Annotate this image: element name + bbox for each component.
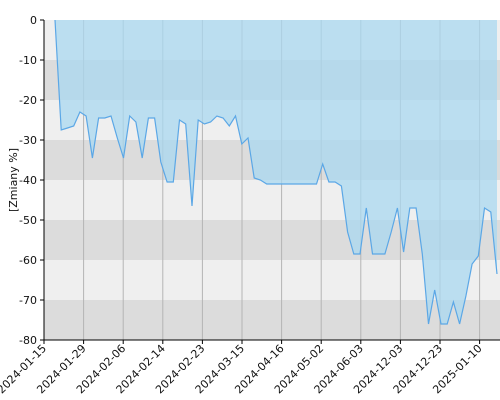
y-tick-label-2: -20 <box>19 94 37 107</box>
y-tick-label-7: -70 <box>19 294 37 307</box>
y-tick-label-5: -50 <box>19 214 37 227</box>
y-axis-label: [Zmiany %] <box>7 148 20 212</box>
y-tick-label-0: 0 <box>30 14 37 27</box>
series-line <box>54 19 498 325</box>
x-axis-ticks: 2024-01-152024-01-292024-02-062024-02-14… <box>0 340 485 396</box>
series-layer <box>54 19 498 325</box>
y-tick-label-3: -30 <box>19 134 37 147</box>
y-tick-label-1: -10 <box>19 54 37 67</box>
y-axis-ticks: 0 -10 -20 -30 -40 -50 -60 -70 -80 <box>19 14 44 347</box>
y-tick-label-6: -60 <box>19 254 37 267</box>
y-tick-label-4: -40 <box>19 174 37 187</box>
y-tick-label-8: -80 <box>19 334 37 347</box>
band-7 <box>44 300 500 340</box>
